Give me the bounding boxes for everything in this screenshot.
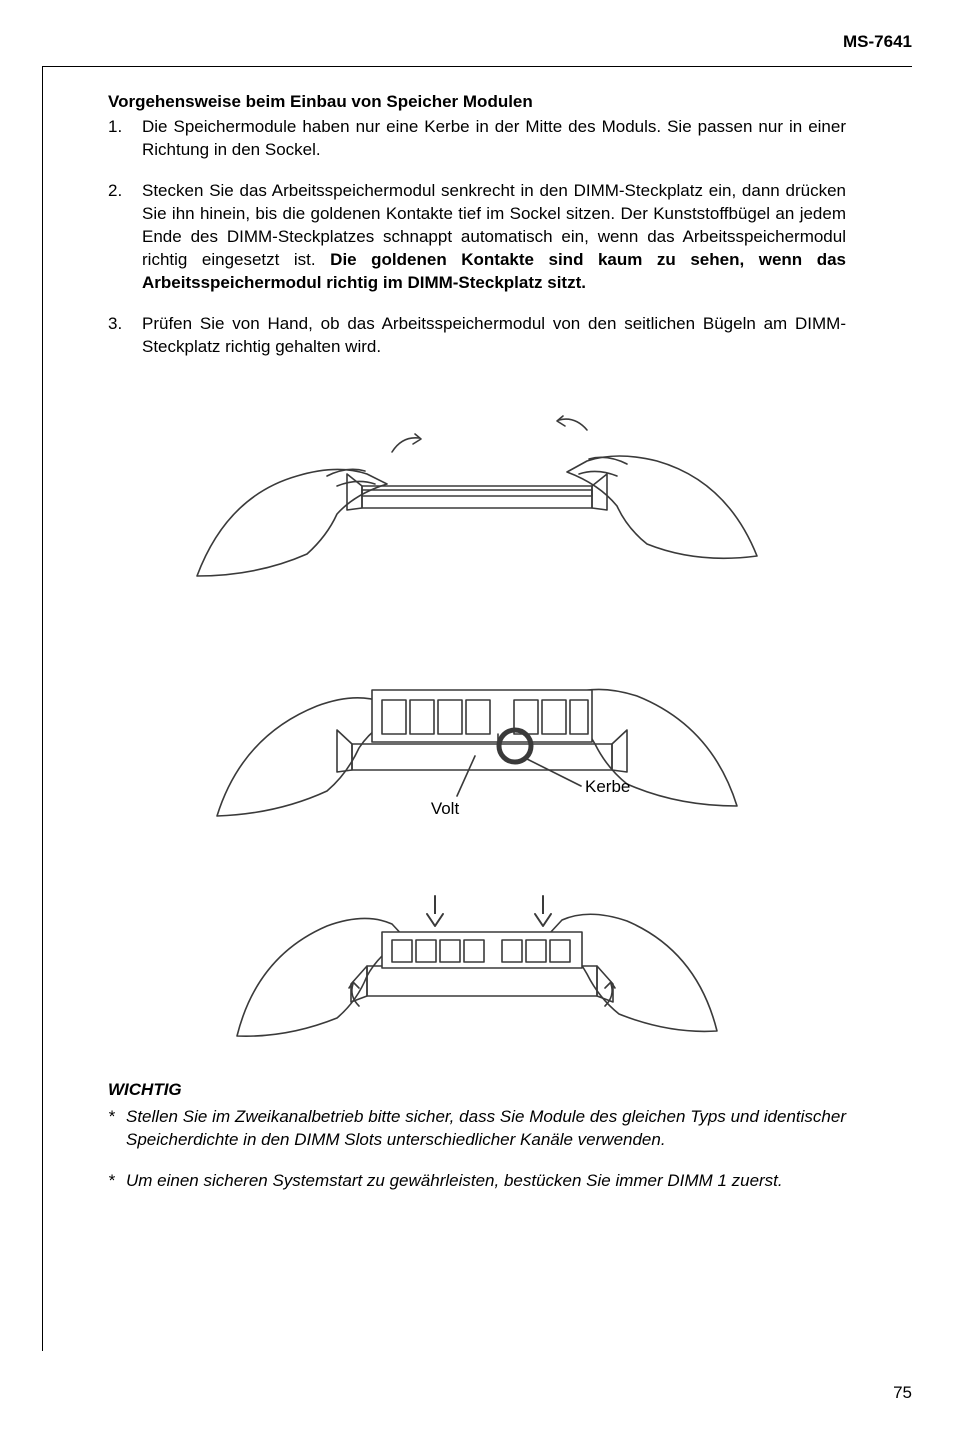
illustration-1 <box>187 376 767 596</box>
illustration-2: Volt Kerbe <box>187 596 767 836</box>
page-number: 75 <box>893 1383 912 1403</box>
wichtig-item-2: Um einen sicheren Systemstart zu gewährl… <box>108 1170 846 1193</box>
header-model-label: MS-7641 <box>843 32 912 52</box>
kerbe-label: Kerbe <box>585 777 630 796</box>
steps-list: Die Speichermodule haben nur eine Kerbe … <box>108 116 846 358</box>
wichtig-item-1: Stellen Sie im Zweikanalbetrieb bitte si… <box>108 1106 846 1152</box>
step-1: Die Speichermodule haben nur eine Kerbe … <box>108 116 846 162</box>
illustration-3 <box>187 836 767 1056</box>
step-3-text: Prüfen Sie von Hand, ob das Arbeitsspeic… <box>142 314 846 356</box>
step-1-text: Die Speichermodule haben nur eine Kerbe … <box>142 117 846 159</box>
wichtig-item-2-text: Um einen sicheren Systemstart zu gewährl… <box>126 1171 783 1190</box>
page-content: Vorgehensweise beim Einbau von Speicher … <box>108 92 846 1211</box>
wichtig-item-1-text: Stellen Sie im Zweikanalbetrieb bitte si… <box>126 1107 846 1149</box>
wichtig-title: WICHTIG <box>108 1080 846 1100</box>
step-3: Prüfen Sie von Hand, ob das Arbeitsspeic… <box>108 313 846 359</box>
section-title: Vorgehensweise beim Einbau von Speicher … <box>108 92 846 112</box>
volt-label: Volt <box>431 799 460 818</box>
illustrations: Volt Kerbe <box>108 376 846 1056</box>
step-2: Stecken Sie das Arbeitsspeichermodul sen… <box>108 180 846 295</box>
